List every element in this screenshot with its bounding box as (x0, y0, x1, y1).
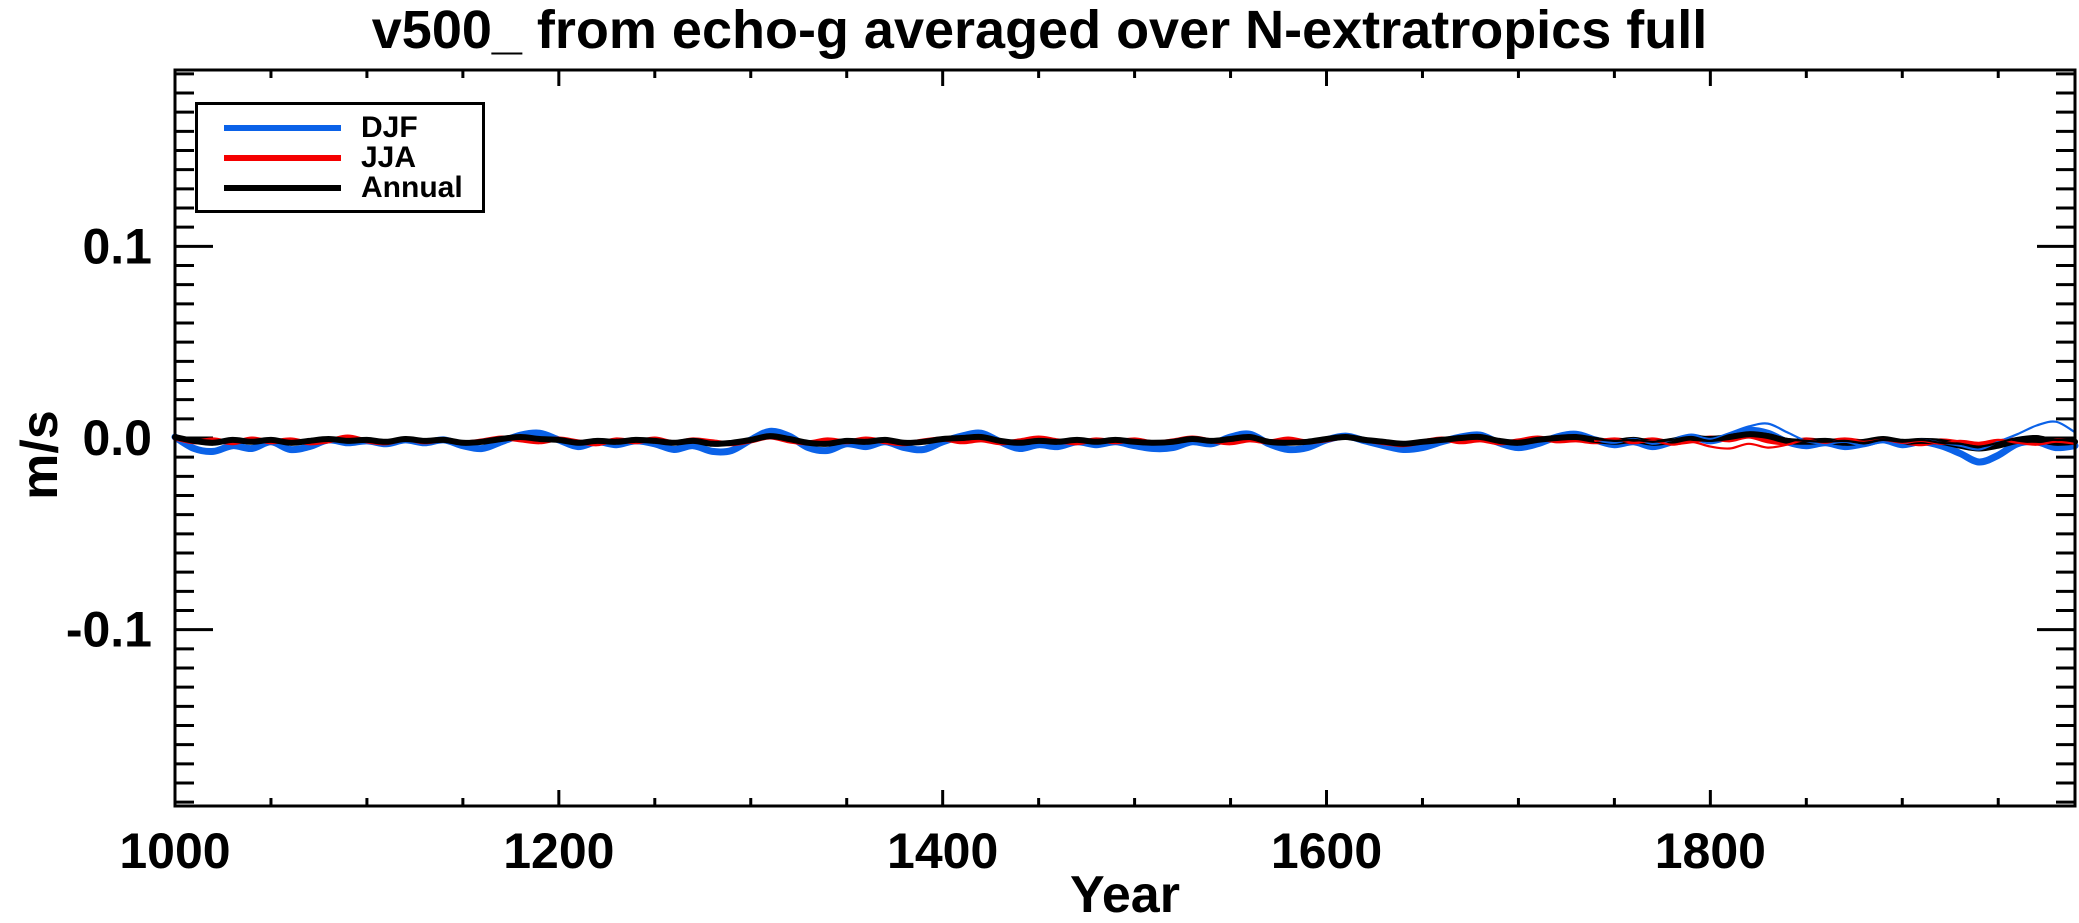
series-line-annual-thin (1594, 432, 2077, 448)
x-tick-label: 1000 (119, 823, 230, 879)
plot-box (173, 68, 2077, 808)
legend-line-swatch (224, 155, 341, 161)
y-tick-label: 0.1 (82, 218, 152, 274)
x-tick-label: 1600 (1271, 823, 1382, 879)
series-line-djf (171, 426, 2079, 466)
y-tick-label: 0.0 (82, 410, 152, 466)
legend-line-swatch (224, 125, 341, 131)
series-line-annual (172, 431, 2078, 452)
legend-item: JJA (224, 143, 482, 173)
legend-item-label: Annual (361, 171, 463, 204)
chart-title: v500_ from echo-g averaged over N-extrat… (371, 0, 1708, 60)
x-tick-label: 1400 (887, 823, 998, 879)
legend: DJF JJA Annual (195, 102, 485, 213)
legend-item-label: JJA (361, 141, 417, 174)
legend-item: DJF (224, 113, 482, 143)
legend-item-label: DJF (361, 111, 418, 144)
x-tick-label: 1800 (1655, 823, 1766, 879)
x-tick-label: 1200 (503, 823, 614, 879)
legend-line-swatch (224, 185, 341, 191)
legend-item: Annual (224, 173, 482, 203)
y-tick-label: -0.1 (66, 602, 152, 658)
y-axis-title: m/s (11, 410, 69, 500)
x-axis-title: Year (1070, 866, 1180, 923)
